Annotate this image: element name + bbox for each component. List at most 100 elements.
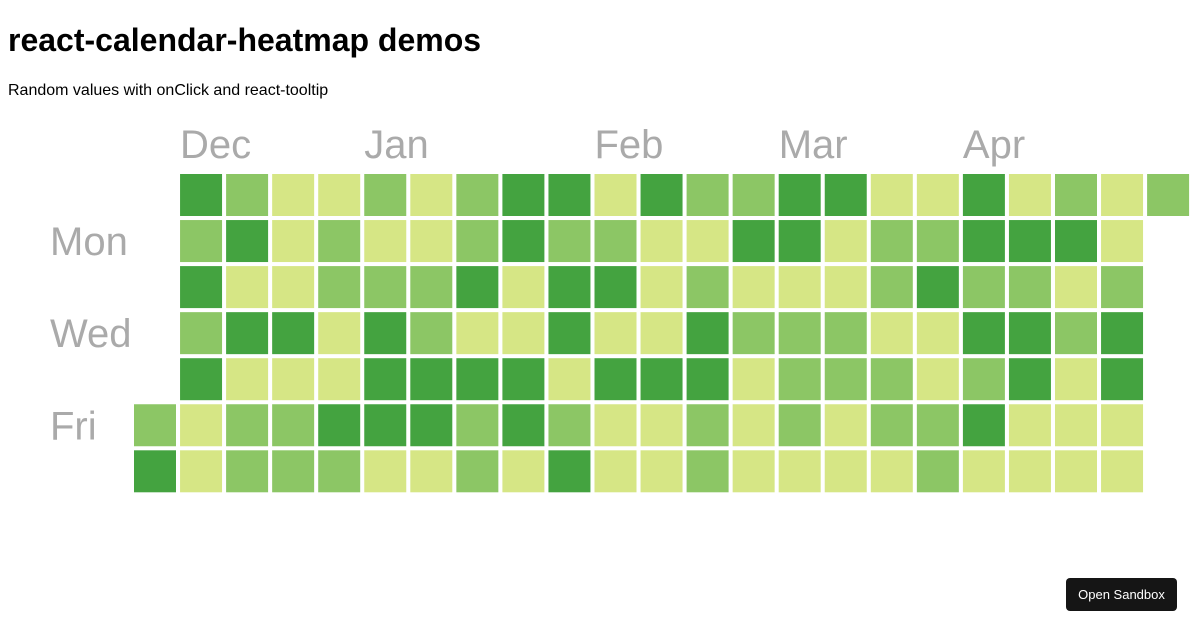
heatmap-cell[interactable] (824, 174, 867, 216)
heatmap-cell[interactable] (502, 312, 545, 355)
heatmap-cell[interactable] (410, 174, 453, 216)
heatmap-cell[interactable] (732, 450, 775, 493)
heatmap-cell[interactable] (548, 174, 591, 216)
heatmap-cell[interactable] (778, 266, 821, 309)
heatmap-cell[interactable] (272, 174, 315, 216)
heatmap-cell[interactable] (916, 220, 959, 263)
heatmap-cell[interactable] (778, 404, 821, 447)
heatmap-cell[interactable] (1055, 266, 1097, 309)
heatmap-cell[interactable] (732, 266, 775, 309)
heatmap-cell[interactable] (778, 174, 821, 216)
heatmap-cell[interactable] (686, 450, 729, 493)
heatmap-cell[interactable] (916, 312, 959, 355)
heatmap-cell[interactable] (686, 312, 729, 355)
heatmap-cell[interactable] (1101, 450, 1144, 493)
heatmap-cell[interactable] (502, 404, 545, 447)
heatmap-cell[interactable] (1101, 266, 1144, 309)
heatmap-cell[interactable] (548, 358, 591, 401)
heatmap-cell[interactable] (824, 312, 867, 355)
heatmap-cell[interactable] (1008, 220, 1051, 263)
heatmap-cell[interactable] (962, 220, 1005, 263)
heatmap-cell[interactable] (502, 266, 545, 309)
heatmap-cell[interactable] (870, 312, 913, 355)
heatmap-cell[interactable] (272, 358, 315, 401)
heatmap-cell[interactable] (410, 312, 453, 355)
heatmap-cell[interactable] (318, 358, 361, 401)
heatmap-cell[interactable] (916, 404, 959, 447)
heatmap-cell[interactable] (456, 220, 499, 263)
heatmap-cell[interactable] (1101, 220, 1144, 263)
heatmap-cell[interactable] (594, 358, 637, 401)
heatmap-cell[interactable] (1055, 450, 1097, 493)
heatmap-cell[interactable] (778, 220, 821, 263)
heatmap-cell[interactable] (226, 358, 269, 401)
heatmap-cell[interactable] (824, 358, 867, 401)
heatmap-cell[interactable] (1008, 312, 1051, 355)
heatmap-cell[interactable] (594, 312, 637, 355)
heatmap-cell[interactable] (870, 266, 913, 309)
heatmap-cell[interactable] (456, 450, 499, 493)
heatmap-cell[interactable] (870, 220, 913, 263)
heatmap-cell[interactable] (594, 174, 637, 216)
heatmap-cell[interactable] (364, 220, 407, 263)
heatmap-cell[interactable] (686, 174, 729, 216)
heatmap-cell[interactable] (824, 220, 867, 263)
heatmap-cell[interactable] (916, 174, 959, 216)
heatmap-cell[interactable] (226, 450, 269, 493)
heatmap-cell[interactable] (318, 450, 361, 493)
heatmap-cell[interactable] (180, 404, 223, 447)
heatmap-cell[interactable] (732, 220, 775, 263)
heatmap-cell[interactable] (1055, 174, 1097, 216)
heatmap-cell[interactable] (364, 312, 407, 355)
heatmap-cell[interactable] (272, 220, 315, 263)
heatmap-cell[interactable] (962, 404, 1005, 447)
heatmap-cell[interactable] (1008, 450, 1051, 493)
heatmap-cell[interactable] (456, 174, 499, 216)
heatmap-cell[interactable] (640, 174, 683, 216)
heatmap-cell[interactable] (180, 174, 223, 216)
heatmap-cell[interactable] (640, 312, 683, 355)
heatmap-cell[interactable] (1055, 358, 1097, 401)
heatmap-cell[interactable] (502, 220, 545, 263)
heatmap-cell[interactable] (1008, 358, 1051, 401)
heatmap-cell[interactable] (962, 312, 1005, 355)
heatmap-cell[interactable] (962, 266, 1005, 309)
heatmap-cell[interactable] (410, 450, 453, 493)
heatmap-cell[interactable] (180, 358, 223, 401)
heatmap-cell[interactable] (272, 266, 315, 309)
heatmap-cell[interactable] (962, 358, 1005, 401)
heatmap-cell[interactable] (870, 174, 913, 216)
open-sandbox-button[interactable]: Open Sandbox (1066, 578, 1177, 611)
heatmap-cell[interactable] (732, 174, 775, 216)
heatmap-cell[interactable] (594, 266, 637, 309)
heatmap-cell[interactable] (318, 266, 361, 309)
heatmap-cell[interactable] (410, 404, 453, 447)
heatmap-cell[interactable] (870, 450, 913, 493)
heatmap-cell[interactable] (318, 404, 361, 447)
heatmap-cell[interactable] (824, 266, 867, 309)
heatmap-cell[interactable] (318, 312, 361, 355)
heatmap-cell[interactable] (410, 358, 453, 401)
heatmap-cell[interactable] (686, 404, 729, 447)
heatmap-cell[interactable] (410, 220, 453, 263)
heatmap-cell[interactable] (502, 174, 545, 216)
heatmap-cell[interactable] (272, 450, 315, 493)
heatmap-cell[interactable] (778, 312, 821, 355)
heatmap-cell[interactable] (1147, 174, 1190, 216)
heatmap-cell[interactable] (778, 450, 821, 493)
heatmap-cell[interactable] (364, 174, 407, 216)
heatmap-cell[interactable] (1008, 266, 1051, 309)
heatmap-cell[interactable] (226, 312, 269, 355)
heatmap-cell[interactable] (548, 450, 591, 493)
heatmap-cell[interactable] (916, 266, 959, 309)
heatmap-cell[interactable] (180, 450, 223, 493)
heatmap-cell[interactable] (824, 450, 867, 493)
heatmap-cell[interactable] (732, 404, 775, 447)
heatmap-cell[interactable] (502, 450, 545, 493)
heatmap-cell[interactable] (502, 358, 545, 401)
heatmap-cell[interactable] (548, 312, 591, 355)
heatmap-cell[interactable] (916, 450, 959, 493)
heatmap-cell[interactable] (870, 358, 913, 401)
heatmap-cell[interactable] (962, 450, 1005, 493)
heatmap-cell[interactable] (640, 358, 683, 401)
